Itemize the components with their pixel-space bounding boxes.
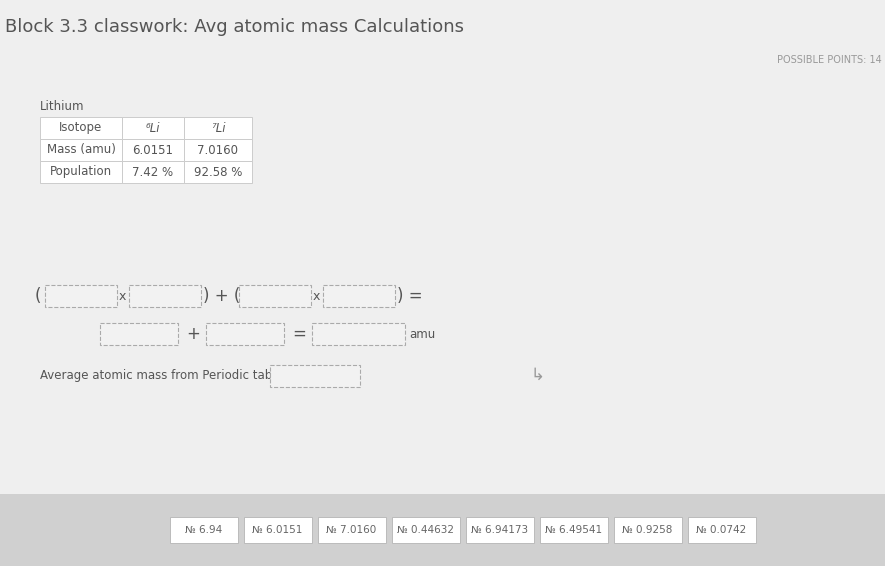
- Bar: [613, 517, 681, 543]
- Text: Isotope: Isotope: [59, 122, 103, 135]
- Text: ) + (: ) + (: [203, 287, 240, 305]
- Bar: [45, 285, 117, 307]
- Text: x: x: [313, 289, 320, 302]
- Bar: [206, 323, 284, 345]
- Bar: [170, 517, 237, 543]
- Bar: [323, 285, 395, 307]
- Text: Block 3.3 classwork: Avg atomic mass Calculations: Block 3.3 classwork: Avg atomic mass Cal…: [5, 18, 464, 36]
- Bar: [40, 117, 122, 139]
- Bar: [184, 117, 252, 139]
- Bar: [466, 517, 534, 543]
- Text: Lithium: Lithium: [40, 100, 84, 113]
- Bar: [122, 161, 184, 183]
- Bar: [0, 494, 885, 566]
- Bar: [122, 139, 184, 161]
- Text: ⁷Li: ⁷Li: [211, 122, 226, 135]
- Text: Mass (amu): Mass (amu): [47, 144, 115, 157]
- Text: № 0.0742: № 0.0742: [696, 525, 747, 535]
- Text: № 0.9258: № 0.9258: [622, 525, 673, 535]
- Text: ) =: ) =: [397, 287, 423, 305]
- Text: amu: amu: [409, 328, 435, 341]
- Text: POSSIBLE POINTS: 14: POSSIBLE POINTS: 14: [777, 55, 882, 65]
- Bar: [270, 365, 360, 387]
- Bar: [312, 323, 405, 345]
- Text: 7.42 %: 7.42 %: [133, 165, 173, 178]
- Bar: [318, 517, 386, 543]
- Bar: [540, 517, 607, 543]
- Bar: [100, 323, 178, 345]
- Text: +: +: [186, 325, 200, 343]
- Bar: [184, 161, 252, 183]
- Text: № 6.0151: № 6.0151: [252, 525, 303, 535]
- Text: Average atomic mass from Periodic table  =: Average atomic mass from Periodic table …: [40, 370, 300, 383]
- Text: x: x: [119, 289, 127, 302]
- Text: ⁶Li: ⁶Li: [146, 122, 160, 135]
- Text: (: (: [35, 287, 42, 305]
- Bar: [239, 285, 311, 307]
- Bar: [184, 139, 252, 161]
- Text: Population: Population: [50, 165, 112, 178]
- Text: № 7.0160: № 7.0160: [327, 525, 377, 535]
- Bar: [688, 517, 756, 543]
- Bar: [40, 161, 122, 183]
- Text: =: =: [292, 325, 306, 343]
- Bar: [243, 517, 312, 543]
- Text: 92.58 %: 92.58 %: [194, 165, 242, 178]
- Text: № 6.94173: № 6.94173: [471, 525, 528, 535]
- Text: № 0.44632: № 0.44632: [397, 525, 454, 535]
- Text: 7.0160: 7.0160: [197, 144, 238, 157]
- Bar: [40, 139, 122, 161]
- Bar: [129, 285, 201, 307]
- Text: 6.0151: 6.0151: [133, 144, 173, 157]
- Text: № 6.94: № 6.94: [185, 525, 222, 535]
- Text: ↳: ↳: [530, 366, 544, 384]
- Bar: [391, 517, 459, 543]
- Bar: [122, 117, 184, 139]
- Text: № 6.49541: № 6.49541: [545, 525, 602, 535]
